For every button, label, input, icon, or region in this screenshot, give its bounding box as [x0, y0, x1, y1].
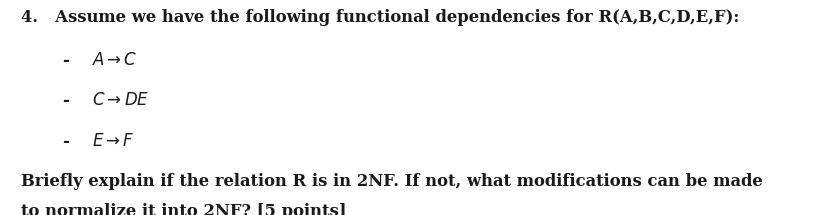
- Text: Briefly explain if the relation R is in 2NF. If not, what modifications can be m: Briefly explain if the relation R is in …: [21, 173, 762, 190]
- Text: -    $A \rightarrow C$: - $A \rightarrow C$: [62, 52, 137, 69]
- Text: -    $E \rightarrow F$: - $E \rightarrow F$: [62, 133, 134, 150]
- Text: -    $C \rightarrow DE$: - $C \rightarrow DE$: [62, 92, 149, 109]
- Text: 4.   Assume we have the following functional dependencies for R(A,B,C,D,E,F):: 4. Assume we have the following function…: [21, 9, 739, 26]
- Text: to normalize it into 2NF? [5 points]: to normalize it into 2NF? [5 points]: [21, 203, 346, 215]
